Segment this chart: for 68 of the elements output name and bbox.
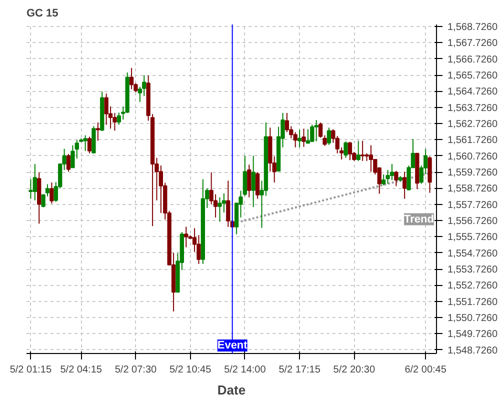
candlestick <box>297 129 302 148</box>
candlestick <box>402 171 407 200</box>
candlestick <box>394 170 398 187</box>
x-axis-title: Date <box>217 382 246 398</box>
candlestick <box>242 155 248 196</box>
y-tick-label: 1,548.7260 <box>448 345 498 356</box>
candlestick <box>344 140 348 158</box>
x-tick-label: 5/2 01:15 <box>10 364 52 376</box>
candlestick <box>247 164 252 198</box>
x-tick-label: 5/2 14:00 <box>224 364 266 376</box>
candlestick <box>251 155 256 208</box>
y-tick-label: 1,561.7260 <box>448 135 498 146</box>
y-tick-label: 1,565.7260 <box>448 70 498 82</box>
candlestick <box>218 196 222 222</box>
text: Trend <box>404 213 434 226</box>
candlestick <box>226 180 230 228</box>
y-tick-label: 1,559.7260 <box>448 168 498 179</box>
ref-line-label: Event <box>217 340 248 352</box>
candlestick <box>184 226 188 248</box>
y-tick-label: 1,568.7260 <box>448 22 498 34</box>
candlestick <box>96 122 100 142</box>
x-tick-label: 5/2 10:45 <box>169 364 212 376</box>
candlestick <box>318 122 323 138</box>
candlestick <box>381 174 386 186</box>
candlestick <box>255 172 260 200</box>
x-tick-label: 5/2 17:15 <box>278 364 321 376</box>
candlestick <box>293 132 298 148</box>
candlestick <box>310 124 314 143</box>
y-tick-label: 1,554.7260 <box>448 248 498 260</box>
candlestick <box>32 164 37 201</box>
y-tick-label: 1,563.7260 <box>448 102 498 114</box>
y-tick-label: 1,555.7260 <box>448 232 498 244</box>
y-tick-label: 1,552.7260 <box>448 280 498 292</box>
candlestick <box>66 154 71 172</box>
x-tick-label: 5/2 20:30 <box>333 364 376 376</box>
candlestick <box>87 136 92 154</box>
y-tick-label: 1,560.7260 <box>448 151 498 162</box>
candlestick <box>104 93 108 126</box>
candlestick <box>83 134 88 152</box>
candlestick <box>28 178 33 200</box>
candlestick <box>360 140 365 162</box>
x-tick-label: 5/2 04:15 <box>60 364 102 376</box>
candlestick <box>306 128 310 144</box>
chart-title: GC 15 <box>26 8 58 20</box>
y-tick-label: 1,556.7260 <box>448 216 498 228</box>
candlestick <box>368 144 374 172</box>
candlestick <box>348 141 352 161</box>
y-tick-label: 1,562.7260 <box>448 119 498 130</box>
y-tick-label: 1,553.7260 <box>448 264 498 276</box>
y-tick-label: 1,557.7260 <box>448 200 498 211</box>
candlestick <box>390 164 394 181</box>
y-tick-label: 1,567.7260 <box>448 38 498 50</box>
candlestick <box>222 192 226 214</box>
x-tick-label: 6/2 00:45 <box>404 364 447 376</box>
candlestick <box>314 120 318 142</box>
candlestick <box>356 140 360 162</box>
y-tick-label: 1,551.7260 <box>448 296 498 308</box>
y-tick-label: 1,549.7260 <box>448 329 498 340</box>
x-tick-label: 5/2 07:30 <box>114 364 158 376</box>
y-tick-label: 1,566.7260 <box>448 54 498 66</box>
candlestick <box>129 67 134 90</box>
y-tick-label: 1,558.7260 <box>448 184 498 195</box>
candlestick <box>326 127 332 146</box>
y-tick-label: 1,564.7260 <box>448 86 498 98</box>
candlestick <box>50 182 54 204</box>
y-tick-label: 1,550.7260 <box>448 313 498 324</box>
candlestick <box>302 128 306 148</box>
candlestick <box>322 134 327 146</box>
